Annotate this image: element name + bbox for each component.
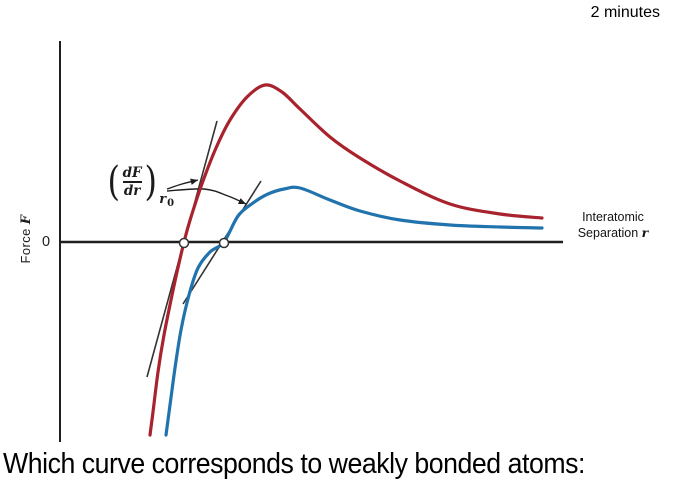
timer-label: 2 minutes — [590, 4, 660, 21]
close-paren-glyph: ) — [144, 159, 157, 205]
open-paren-glyph: ( — [107, 159, 121, 205]
separation-axis-symbol: r — [641, 225, 649, 240]
fraction-bar — [122, 181, 142, 183]
separation-axis-word: Separation — [577, 226, 639, 240]
separation-axis-label-line1: Interatomic — [582, 210, 644, 224]
r0-subscript-base: r — [159, 192, 167, 207]
arrow-to-red-tangent-head-icon — [190, 178, 198, 185]
force-axis-label: Force F — [18, 186, 34, 292]
red-curve-steeper-higher-peak — [148, 83, 544, 437]
origin-zero-label: 0 — [42, 234, 51, 250]
force-axis-word: Force — [18, 228, 33, 264]
r0-subscript-index: 0 — [167, 198, 175, 209]
blue-curve-shallower-lower-peak — [164, 185, 544, 437]
arrow-to-blue-tangent-line — [166, 188, 247, 205]
separation-axis-label-line2: Separation r — [565, 225, 661, 241]
force-axis-symbol: F — [19, 214, 34, 225]
derivative-annotation: ( dF dr ) r0 — [106, 159, 175, 209]
arrow-to-blue-tangent-head-icon — [238, 198, 246, 204]
question-text: Which curve corresponds to weakly bonded… — [3, 448, 585, 480]
separation-axis-label: Interatomic Separation r — [565, 210, 661, 241]
zero-crossing-marker-2 — [218, 237, 230, 249]
zero-crossing-marker-1 — [178, 237, 190, 249]
dF-dr-fraction: dF dr — [122, 164, 142, 199]
fraction-denominator: dr — [123, 183, 141, 199]
fraction-numerator: dF — [122, 164, 142, 181]
r0-subscript: r0 — [159, 192, 174, 209]
